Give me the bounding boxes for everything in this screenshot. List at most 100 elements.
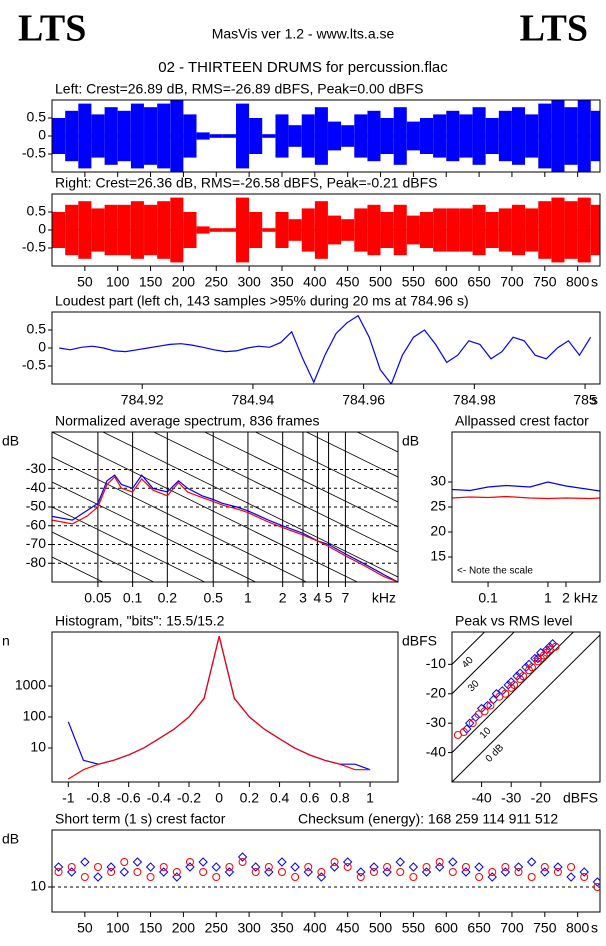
point <box>539 651 548 660</box>
point <box>277 868 286 876</box>
waveform-envelope <box>590 110 600 162</box>
point <box>500 867 511 877</box>
x-tick-label: 4 <box>313 590 321 606</box>
y-tick-label: 100 <box>23 708 47 724</box>
waveform-envelope <box>472 107 486 165</box>
x-tick-label: 350 <box>270 920 294 936</box>
y-tick-label: 0 <box>38 221 46 237</box>
y-tick-label: -50 <box>26 498 46 514</box>
point <box>480 707 489 716</box>
waveform-envelope <box>91 208 105 252</box>
series-line <box>67 636 371 780</box>
waveform-envelope <box>262 134 276 138</box>
y-tick-label: -10 <box>426 655 446 671</box>
point <box>501 689 510 698</box>
waveform-envelope <box>236 197 250 263</box>
x-tick-label: 800 <box>566 274 590 290</box>
crest-diagonal <box>452 632 575 753</box>
point <box>507 683 516 692</box>
x-tick-label: 50 <box>77 920 93 936</box>
point <box>277 857 287 867</box>
y-tick-label: -30 <box>426 714 446 730</box>
point <box>133 868 142 876</box>
point <box>80 857 90 867</box>
frame <box>451 431 601 583</box>
waveform-envelope <box>590 204 600 256</box>
x-tick-label: 0.1 <box>123 590 143 606</box>
y-axis-label: dBFS <box>402 633 437 649</box>
point <box>540 867 550 877</box>
slope-guide <box>52 481 257 582</box>
slope-guide <box>101 432 398 578</box>
waveform-envelope <box>446 110 460 162</box>
y-tick-label: -40 <box>426 743 446 759</box>
y-tick-label: 0 <box>38 339 46 355</box>
waveform-envelope <box>525 114 539 158</box>
waveform-envelope <box>459 114 473 158</box>
x-tick-label: 200 <box>172 274 196 290</box>
waveform-envelope <box>420 212 434 248</box>
y-tick-label: 0.5 <box>27 203 47 219</box>
point <box>536 654 545 663</box>
waveform-envelope <box>275 212 289 248</box>
point <box>486 701 495 710</box>
point <box>238 858 247 866</box>
x-tick-label: 2 <box>562 590 570 606</box>
point <box>488 868 497 876</box>
x-tick-label: 0.1 <box>478 590 498 606</box>
waveform-envelope <box>249 212 263 248</box>
panel: Normalized average spectrum, 836 frames d… <box>2 413 399 606</box>
x-tick-label: 150 <box>139 274 163 290</box>
x-axis-label: s <box>591 392 598 408</box>
x-axis-label: s <box>591 920 598 936</box>
point <box>237 852 248 862</box>
x-tick-label: 750 <box>533 920 557 936</box>
point <box>396 868 405 876</box>
point <box>551 642 560 651</box>
series-line <box>452 481 600 492</box>
plot-area <box>52 852 600 891</box>
x-tick-label: 100 <box>106 274 130 290</box>
panel-title: Allpassed crest factor <box>455 413 589 429</box>
waveform-envelope <box>222 228 236 232</box>
point <box>519 672 528 681</box>
y-tick-label: 30 <box>430 473 446 489</box>
waveform-envelope <box>564 201 578 259</box>
series-line <box>67 636 371 771</box>
frame <box>451 631 601 783</box>
x-tick-label: 150 <box>139 920 163 936</box>
point <box>382 867 392 877</box>
x-tick-label: 784.94 <box>232 392 275 408</box>
waveform-envelope <box>183 212 197 248</box>
point <box>67 863 76 871</box>
x-tick-label: 750 <box>533 274 557 290</box>
panel: Right: Crest=26.36 dB, RMS=-26.58 dBFS, … <box>22 175 601 290</box>
series-line <box>452 495 600 500</box>
waveform-envelope <box>170 100 184 172</box>
panel-title: Right: Crest=26.36 dB, RMS=-26.58 dBFS, … <box>55 175 437 191</box>
x-tick-label: -0.6 <box>117 790 141 806</box>
slope-guide <box>52 456 308 582</box>
waveform-envelope <box>341 125 355 147</box>
waveform-envelope <box>52 118 66 154</box>
point <box>264 863 273 871</box>
waveform-envelope <box>183 114 197 158</box>
y-tick-label: -70 <box>26 535 46 551</box>
point <box>224 867 235 877</box>
waveform-envelope <box>406 121 420 151</box>
point <box>211 862 221 872</box>
point <box>514 868 523 876</box>
waveform-envelope <box>354 114 368 158</box>
x-tick-label: -0.4 <box>147 790 171 806</box>
x-axis-label: kHz <box>574 590 598 606</box>
x-tick-label: 250 <box>205 920 229 936</box>
waveform-envelope <box>485 212 499 248</box>
waveform-envelope <box>144 204 158 256</box>
waveform-envelope <box>433 208 447 252</box>
waveform-envelope <box>472 204 486 256</box>
logo-right: LTS <box>520 8 588 50</box>
waveform-envelope <box>328 121 342 151</box>
y-tick-label: -60 <box>26 516 46 532</box>
point <box>421 867 432 877</box>
